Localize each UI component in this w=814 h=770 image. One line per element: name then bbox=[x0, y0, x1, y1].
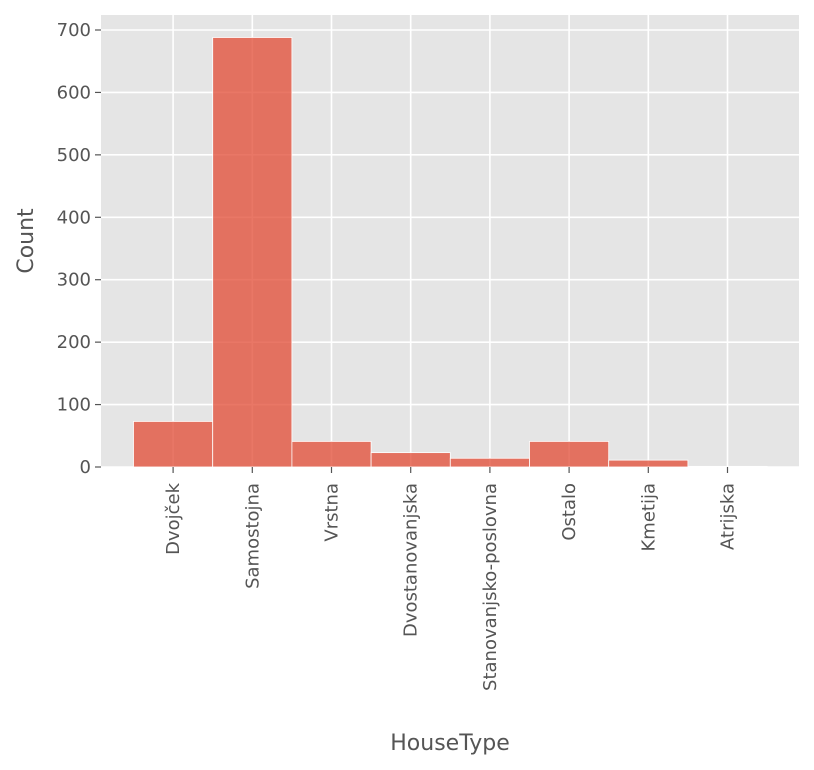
bar-ostalo bbox=[529, 441, 610, 468]
x-tick-label: Samostojna bbox=[242, 483, 263, 589]
bar-stanovanjsko-poslovna bbox=[449, 457, 530, 468]
y-tick-label: 300 bbox=[57, 270, 91, 291]
x-tick-label: Ostalo bbox=[559, 483, 580, 541]
y-tick-label: 500 bbox=[57, 145, 91, 166]
x-tick-label: Dvojček bbox=[163, 482, 184, 554]
x-tick-label: Atrijska bbox=[718, 483, 739, 550]
x-tick-label: Dvostanovanjska bbox=[401, 483, 422, 637]
bar-vrstna bbox=[291, 441, 372, 468]
x-tick-label: Stanovanjsko-poslovna bbox=[480, 483, 501, 691]
x-tick-label: Vrstna bbox=[322, 483, 343, 542]
x-tick-label: Kmetija bbox=[638, 483, 659, 552]
bar-kmetija bbox=[608, 459, 689, 468]
y-tick-label: 0 bbox=[80, 457, 91, 478]
y-tick-label: 400 bbox=[57, 207, 91, 228]
x-axis-title: HouseType bbox=[390, 731, 509, 756]
y-tick-label: 200 bbox=[57, 332, 91, 353]
bar-dvostanovanjska bbox=[370, 452, 451, 468]
bars bbox=[133, 37, 768, 468]
y-tick-label: 700 bbox=[57, 20, 91, 41]
x-axis: Dvojček Samostojna Vrstna Dvostanovanjska St… bbox=[163, 467, 739, 691]
bar-dvojček bbox=[133, 421, 214, 468]
y-tick-label: 600 bbox=[57, 82, 91, 103]
bar-atrijska bbox=[687, 465, 768, 468]
y-tick-label: 100 bbox=[57, 395, 91, 416]
y-axis: 0 100 200 300 400 500 600 700 bbox=[57, 20, 101, 478]
bar-samostojna bbox=[212, 37, 293, 468]
y-axis-title: Count bbox=[14, 208, 39, 274]
plot-area bbox=[101, 15, 799, 467]
